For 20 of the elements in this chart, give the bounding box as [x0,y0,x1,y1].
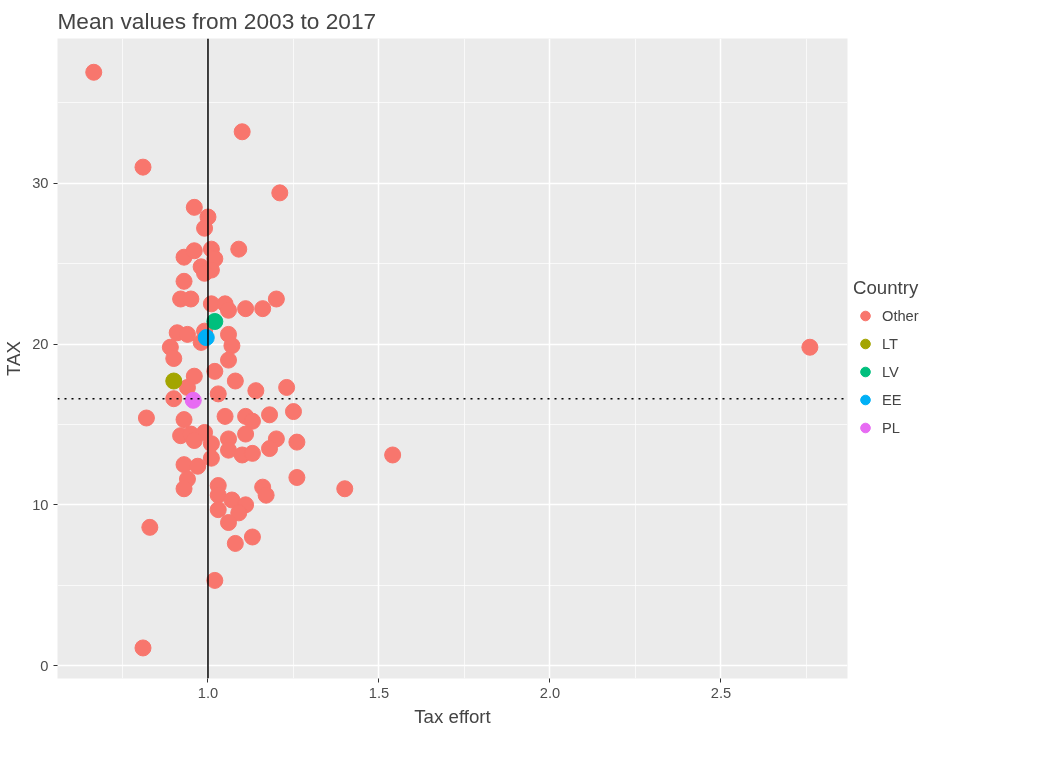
x-tick-label: 1.5 [368,684,390,701]
point [165,372,183,390]
point [184,391,202,409]
y-tick-label: 10 [32,496,49,513]
legend-label: PL [882,419,901,436]
legend-title: Country [853,276,919,299]
x-tick-label: 2.5 [710,684,732,701]
y-tick-label: 20 [32,336,49,353]
point [206,313,224,330]
x-tick-label: 2.0 [539,684,561,701]
legend-label: LT [882,335,900,352]
y-tick-label: 30 [32,175,49,192]
x-axis-title: Tax effort [414,705,492,727]
y-axis-title: TAX [3,340,25,376]
legend-label: Other [882,307,919,324]
legend-label: EE [882,391,902,408]
x-tick-label: 1.0 [197,684,219,701]
chart-title: Mean values from 2003 to 2017 [57,7,377,34]
legend-label: LV [882,363,900,380]
y-tick-label: 0 [40,657,49,674]
